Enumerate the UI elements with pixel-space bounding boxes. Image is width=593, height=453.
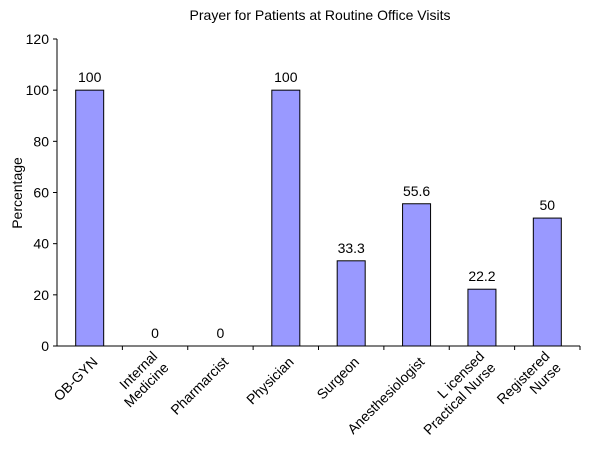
x-tick-label: Surgeon: [313, 354, 362, 403]
data-label: 0: [151, 325, 159, 341]
x-tick-label: OB-GYN: [50, 354, 100, 404]
y-tick-label: 0: [41, 338, 49, 354]
bar: [336, 260, 366, 347]
y-tick-label: 20: [33, 287, 49, 303]
x-tick-label: InternalMedicine: [109, 348, 171, 410]
y-tick-label: 60: [33, 185, 49, 201]
data-label: 0: [217, 325, 225, 341]
chart-title: Prayer for Patients at Routine Office Vi…: [190, 7, 451, 23]
data-label: 100: [78, 69, 102, 85]
y-axis-label: Percentage: [9, 157, 25, 229]
x-tick-label: Pharmarcist: [167, 354, 231, 418]
data-label: 100: [274, 69, 298, 85]
data-label: 33.3: [338, 240, 365, 256]
y-tick-label: 40: [33, 236, 49, 252]
bar: [467, 288, 497, 347]
y-tick-label: 80: [33, 133, 49, 149]
x-tick-label: Physician: [243, 354, 297, 408]
y-tick-label: 100: [26, 82, 50, 98]
x-tick-label: RegisteredNurse: [493, 348, 564, 419]
data-label: 22.2: [468, 268, 495, 284]
data-label: 50: [540, 197, 556, 213]
data-label: 55.6: [403, 183, 430, 199]
bar: [271, 89, 301, 347]
y-tick-label: 120: [26, 31, 50, 47]
bar: [402, 203, 432, 347]
bar: [532, 217, 562, 347]
bar: [75, 89, 105, 347]
